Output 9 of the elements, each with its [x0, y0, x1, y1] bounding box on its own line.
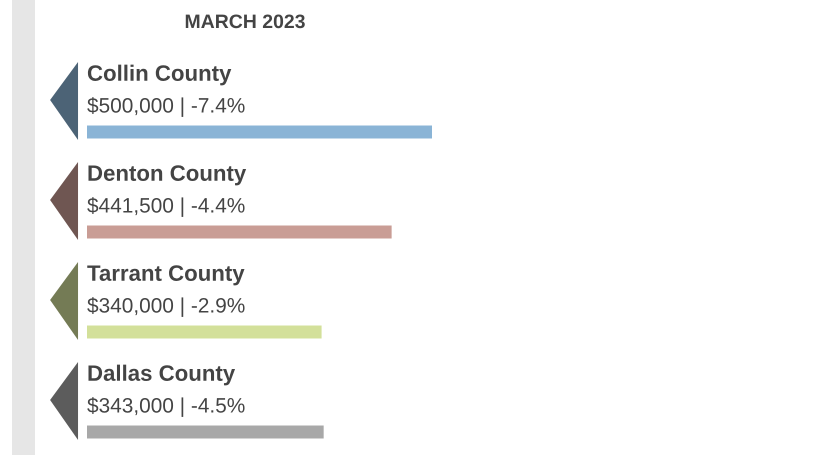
data-label: $441,500 | -4.4%: [87, 197, 245, 217]
y-tick-label: Tarrant County: [87, 265, 245, 286]
chart-title: MARCH 2023: [186, 14, 305, 28]
data-label: $343,000 | -4.5%: [87, 397, 245, 417]
y-tick-label: Dallas County: [88, 364, 236, 386]
data-label: $340,000 | -2.9%: [87, 297, 245, 317]
y-tick-label: Denton County: [88, 165, 246, 186]
y-tick-label: Collin County: [88, 64, 232, 86]
data-label: $500,000 | -7.4%: [87, 97, 245, 117]
